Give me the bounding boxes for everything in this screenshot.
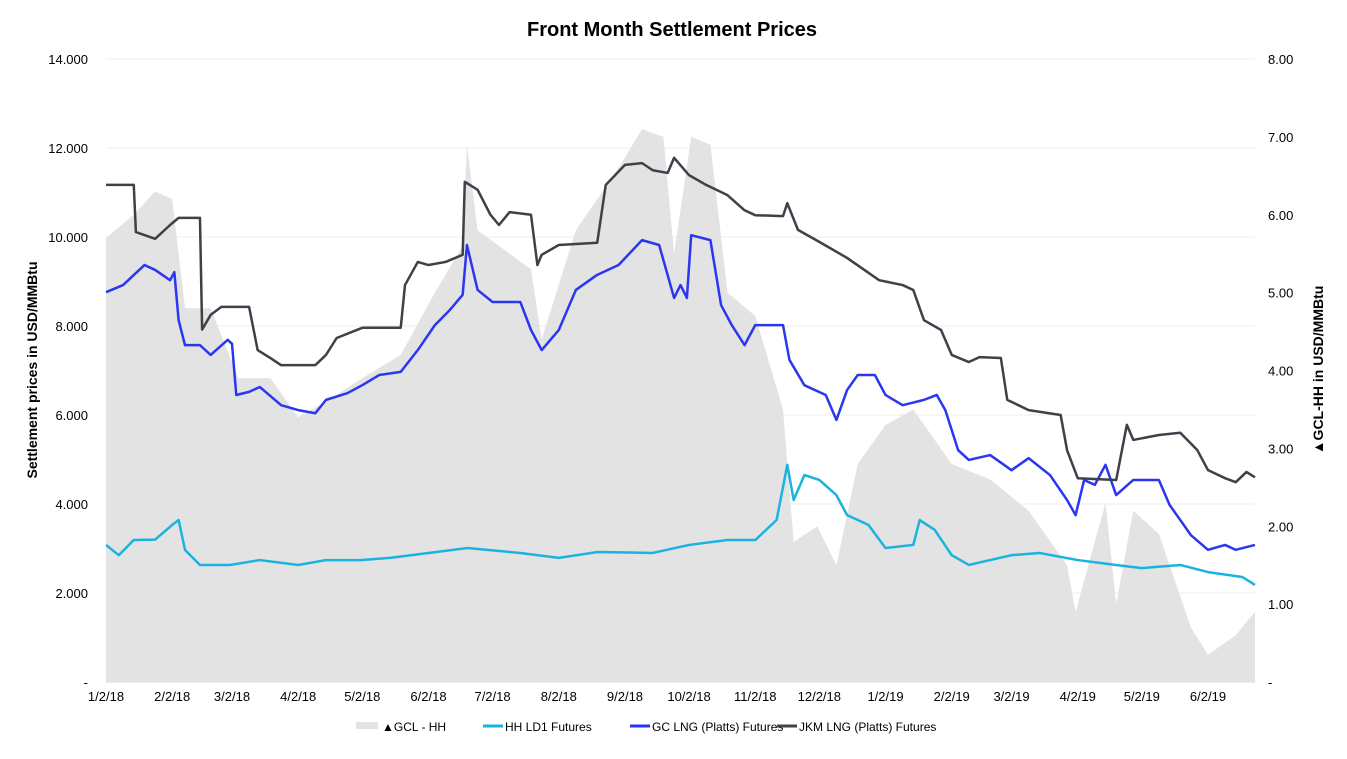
y2-tick-label: 5.00 <box>1268 286 1293 301</box>
y-axis-right: - 1.00 2.00 3.00 4.00 5.00 6.00 7.00 8.00 <box>1268 52 1293 690</box>
y-tick-label: 14.000 <box>48 52 88 67</box>
y-axis-label: Settlement prices in USD/MMBtu <box>24 261 40 478</box>
x-tick-label: 1/2/18 <box>88 689 124 704</box>
x-tick-label: 6/2/19 <box>1190 689 1226 704</box>
y-tick-label: 2.000 <box>55 586 88 601</box>
x-tick-label: 5/2/19 <box>1124 689 1160 704</box>
y2-axis-label: ▲GCL-HH in USD/MMBtu <box>1310 286 1326 455</box>
x-tick-label: 1/2/19 <box>867 689 903 704</box>
area-gcl-hh <box>106 129 1255 682</box>
legend-label: ▲GCL - HH <box>382 720 446 734</box>
x-tick-label: 6/2/18 <box>410 689 446 704</box>
x-tick-label: 11/2/18 <box>734 689 776 704</box>
x-tick-label: 10/2/18 <box>667 689 710 704</box>
legend-item: GC LNG (Platts) Futures <box>630 720 783 734</box>
y-tick-label: 4.000 <box>55 497 88 512</box>
x-tick-label: 8/2/18 <box>541 689 577 704</box>
y-tick-label: 10.000 <box>48 230 88 245</box>
x-tick-label: 4/2/18 <box>280 689 316 704</box>
legend-swatch-gcl-hh <box>356 722 378 729</box>
legend-label: JKM LNG (Platts) Futures <box>799 720 936 734</box>
legend-item: JKM LNG (Platts) Futures <box>777 720 936 734</box>
legend-label: HH LD1 Futures <box>505 720 592 734</box>
legend-item: ▲GCL - HH <box>356 720 446 734</box>
line-jkm-lng-platts-futures <box>106 156 1256 484</box>
legend-label: GC LNG (Platts) Futures <box>652 720 783 734</box>
line-gc-lng-platts-futures <box>105 233 1256 552</box>
legend-item: HH LD1 Futures <box>483 720 592 734</box>
x-axis: 1/2/18 2/2/18 3/2/18 4/2/18 5/2/18 6/2/18 7/2/… <box>88 689 1226 704</box>
x-tick-label: 9/2/18 <box>607 689 643 704</box>
y-tick-label: 8.000 <box>55 319 88 334</box>
y2-tick-label: 6.00 <box>1268 208 1293 223</box>
y2-tick-label: 4.00 <box>1268 364 1293 379</box>
x-tick-label: 2/2/19 <box>934 689 970 704</box>
y2-tick-label: - <box>1268 675 1272 690</box>
x-tick-label: 3/2/19 <box>993 689 1029 704</box>
x-tick-label: 12/2/18 <box>798 689 841 704</box>
x-tick-label: 7/2/18 <box>474 689 510 704</box>
y2-tick-label: 7.00 <box>1268 130 1293 145</box>
y-axis-left: - 2.000 4.000 6.000 8.000 10.000 12.000 14.000 <box>48 52 88 690</box>
y2-tick-label: 3.00 <box>1268 441 1293 456</box>
line-hh-ld1-futures <box>105 463 1256 587</box>
legend: ▲GCL - HH HH LD1 Futures GC LNG (Platts) F… <box>356 720 936 734</box>
y-tick-label: 6.000 <box>55 408 88 423</box>
y-tick-label: - <box>84 675 88 690</box>
chart-title: Front Month Settlement Prices <box>527 19 817 41</box>
x-tick-label: 4/2/19 <box>1060 689 1096 704</box>
x-tick-label: 3/2/18 <box>214 689 250 704</box>
y-tick-label: 12.000 <box>48 141 88 156</box>
x-tick-label: 5/2/18 <box>344 689 380 704</box>
series-layer <box>105 129 1256 682</box>
x-tick-label: 2/2/18 <box>154 689 190 704</box>
y2-tick-label: 1.00 <box>1268 597 1293 612</box>
y2-tick-label: 8.00 <box>1268 52 1293 67</box>
y2-tick-label: 2.00 <box>1268 519 1293 534</box>
